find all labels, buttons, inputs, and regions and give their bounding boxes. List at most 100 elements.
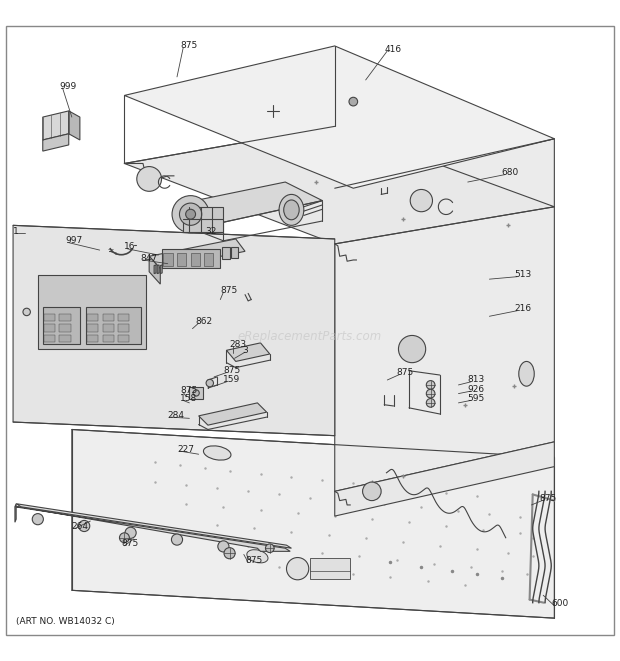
Circle shape: [427, 389, 435, 398]
Polygon shape: [198, 403, 267, 425]
Circle shape: [349, 97, 358, 106]
Text: 600: 600: [551, 600, 569, 608]
Circle shape: [363, 482, 381, 500]
FancyBboxPatch shape: [118, 335, 130, 342]
Text: 847: 847: [140, 254, 157, 262]
Circle shape: [410, 190, 433, 212]
Ellipse shape: [247, 550, 268, 563]
FancyBboxPatch shape: [44, 335, 55, 342]
FancyBboxPatch shape: [222, 247, 229, 259]
FancyBboxPatch shape: [60, 335, 71, 342]
Circle shape: [427, 399, 435, 407]
Polygon shape: [15, 504, 16, 522]
Text: 997: 997: [66, 236, 83, 245]
Text: 862: 862: [195, 317, 213, 326]
Circle shape: [120, 533, 130, 543]
FancyBboxPatch shape: [86, 307, 141, 344]
Polygon shape: [43, 111, 69, 140]
Polygon shape: [125, 46, 554, 188]
Text: eReplacementParts.com: eReplacementParts.com: [238, 330, 382, 343]
FancyBboxPatch shape: [44, 325, 55, 332]
Polygon shape: [15, 507, 290, 551]
Circle shape: [286, 557, 309, 580]
Circle shape: [23, 308, 30, 316]
FancyBboxPatch shape: [204, 253, 213, 266]
FancyBboxPatch shape: [231, 247, 238, 258]
Polygon shape: [149, 239, 245, 268]
Text: 875: 875: [223, 366, 241, 375]
Text: 875: 875: [539, 494, 556, 503]
FancyBboxPatch shape: [44, 314, 55, 321]
FancyBboxPatch shape: [38, 275, 146, 349]
Circle shape: [265, 544, 274, 553]
FancyBboxPatch shape: [103, 314, 114, 321]
Circle shape: [179, 203, 202, 225]
FancyBboxPatch shape: [189, 387, 203, 399]
Polygon shape: [226, 343, 270, 362]
FancyBboxPatch shape: [118, 325, 130, 332]
Text: 926: 926: [467, 385, 485, 394]
FancyBboxPatch shape: [60, 325, 71, 332]
Text: 1: 1: [13, 227, 19, 236]
Text: 416: 416: [384, 44, 401, 54]
Text: 32: 32: [205, 227, 216, 236]
Polygon shape: [335, 139, 554, 491]
Ellipse shape: [279, 194, 304, 225]
FancyBboxPatch shape: [43, 307, 80, 344]
Text: 595: 595: [467, 394, 485, 403]
FancyBboxPatch shape: [103, 335, 114, 342]
Text: 159: 159: [223, 375, 241, 385]
Circle shape: [172, 196, 209, 233]
Ellipse shape: [284, 200, 299, 219]
Ellipse shape: [519, 362, 534, 386]
Text: 283: 283: [229, 340, 247, 348]
Circle shape: [193, 390, 199, 396]
Text: 875: 875: [245, 556, 262, 565]
Circle shape: [125, 527, 136, 538]
Text: 875: 875: [122, 539, 139, 549]
Polygon shape: [16, 504, 291, 548]
Text: 284: 284: [168, 410, 185, 420]
FancyBboxPatch shape: [190, 253, 200, 266]
Polygon shape: [180, 182, 322, 222]
Text: 680: 680: [502, 169, 519, 177]
FancyBboxPatch shape: [60, 314, 71, 321]
Circle shape: [79, 520, 90, 531]
Text: 227: 227: [177, 445, 194, 453]
Polygon shape: [72, 430, 554, 618]
Text: 875: 875: [180, 42, 197, 50]
Circle shape: [172, 534, 182, 545]
Circle shape: [137, 167, 162, 191]
Circle shape: [224, 547, 235, 559]
Text: 513: 513: [514, 270, 531, 280]
Text: 875: 875: [180, 386, 197, 395]
Polygon shape: [154, 265, 156, 274]
FancyBboxPatch shape: [118, 314, 130, 321]
Text: 16: 16: [125, 243, 136, 251]
Circle shape: [399, 335, 426, 363]
Polygon shape: [13, 225, 335, 436]
Circle shape: [427, 381, 435, 389]
FancyBboxPatch shape: [87, 335, 99, 342]
Text: 875: 875: [397, 368, 414, 377]
Polygon shape: [157, 265, 159, 274]
Text: 3: 3: [242, 346, 248, 355]
FancyBboxPatch shape: [164, 253, 172, 266]
Polygon shape: [335, 442, 554, 516]
Text: 813: 813: [467, 375, 485, 385]
Polygon shape: [125, 126, 554, 244]
FancyBboxPatch shape: [87, 325, 99, 332]
Text: 158: 158: [180, 394, 197, 403]
Circle shape: [185, 210, 195, 219]
FancyBboxPatch shape: [162, 249, 220, 268]
FancyBboxPatch shape: [87, 314, 99, 321]
Polygon shape: [69, 111, 80, 140]
Circle shape: [206, 379, 213, 387]
FancyBboxPatch shape: [183, 207, 223, 231]
Circle shape: [32, 514, 43, 525]
Text: 216: 216: [514, 304, 531, 313]
FancyBboxPatch shape: [103, 325, 114, 332]
Text: (ART NO. WB14032 C): (ART NO. WB14032 C): [16, 617, 115, 626]
FancyBboxPatch shape: [177, 253, 186, 266]
Text: 999: 999: [60, 82, 77, 91]
